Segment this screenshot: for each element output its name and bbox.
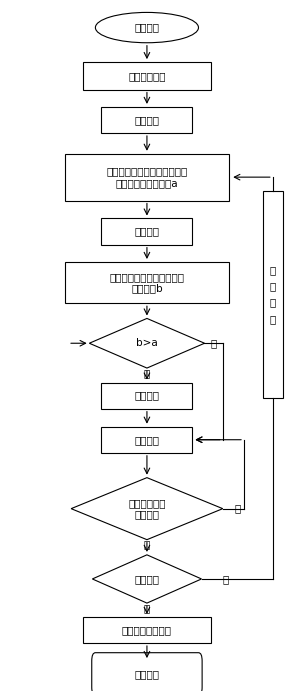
Bar — [83, 617, 211, 643]
Ellipse shape — [95, 12, 199, 43]
Text: b>a: b>a — [136, 338, 158, 348]
Text: 采集最大值点图像: 采集最大值点图像 — [122, 625, 172, 635]
Text: 划定扫描区域: 划定扫描区域 — [128, 71, 166, 81]
Polygon shape — [71, 477, 223, 540]
Bar — [263, 191, 283, 398]
FancyBboxPatch shape — [92, 653, 202, 692]
Polygon shape — [92, 555, 202, 603]
Text: 改
变
步
长: 改 变 步 长 — [270, 265, 276, 324]
Bar — [102, 219, 192, 245]
Text: 步长最小: 步长最小 — [134, 574, 159, 584]
Text: 采集一组图像，计算综合图
像质量值b: 采集一组图像，计算综合图 像质量值b — [110, 272, 185, 293]
Text: 程序开始: 程序开始 — [134, 23, 159, 33]
Text: 是: 是 — [144, 603, 150, 613]
Text: 否: 否 — [235, 504, 241, 513]
Text: 程序结束: 程序结束 — [134, 669, 159, 679]
Text: 电机反转: 电机反转 — [134, 390, 159, 401]
Bar — [65, 262, 229, 303]
Text: 设定步长: 设定步长 — [134, 115, 159, 125]
Text: 是: 是 — [211, 338, 217, 348]
Text: 综合图像质量
最大值点: 综合图像质量 最大值点 — [128, 498, 166, 520]
Bar — [102, 427, 192, 453]
Text: 逐步搜索: 逐步搜索 — [134, 435, 159, 445]
Text: 采集一组当前焦距下的图像，
计算综合图像质量值a: 采集一组当前焦距下的图像， 计算综合图像质量值a — [106, 166, 188, 188]
Bar — [102, 383, 192, 409]
Bar — [102, 107, 192, 133]
Text: 电机正转: 电机正转 — [134, 226, 159, 237]
Bar — [83, 62, 211, 89]
Text: 否: 否 — [144, 369, 150, 379]
Text: 否: 否 — [223, 574, 229, 584]
Text: 是: 是 — [144, 540, 150, 549]
Bar — [65, 154, 229, 201]
Polygon shape — [89, 318, 204, 368]
